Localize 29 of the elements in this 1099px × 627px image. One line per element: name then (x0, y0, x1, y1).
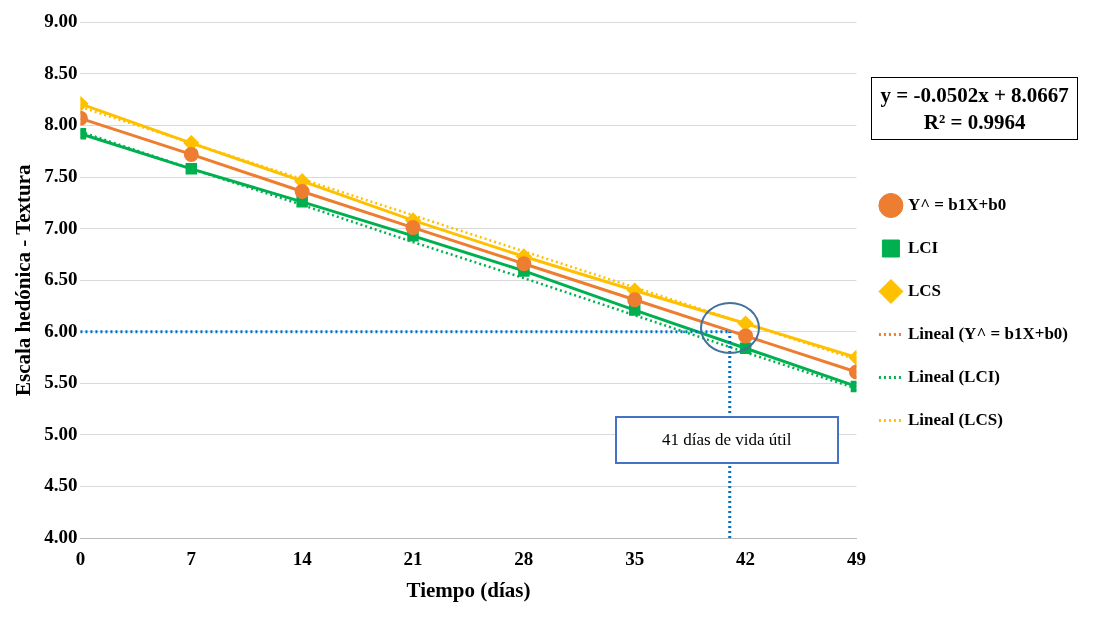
y-tick-label: 7.00 (44, 216, 78, 238)
x-tick-label: 42 (736, 548, 756, 570)
y-tick-label: 9.00 (44, 10, 78, 32)
x-tick-label: 35 (625, 548, 645, 570)
text: y = -0.0502x + 8.0667 R² = 0.9964 (871, 77, 1078, 140)
legend-label: Lineal (LCI) (907, 366, 1001, 386)
y-tick-label: 6.00 (44, 319, 78, 341)
legend-label: LCS (907, 280, 942, 300)
legend-label: Y^ = b1X+b0 (907, 194, 1007, 214)
y-axis-title: Escala hedónica - Textura (11, 163, 36, 396)
y-tick-label: 4.00 (44, 525, 78, 547)
x-tick-label: 7 (186, 548, 197, 570)
y-tick-label: 4.50 (44, 474, 78, 496)
y-tick-label: 5.00 (44, 422, 78, 444)
y-tick-label: 5.50 (44, 371, 78, 393)
x-tick-label: 21 (403, 548, 423, 570)
x-tick-label: 49 (846, 548, 866, 570)
x-tick-label: 0 (75, 548, 86, 570)
y-tick-label: 8.00 (44, 113, 78, 135)
legend-label: Lineal (LCS) (907, 409, 1003, 429)
x-tick-label: 14 (292, 548, 313, 570)
x-axis-title: Tiempo (días) (406, 577, 531, 602)
x-tick-label: 28 (514, 548, 534, 570)
legend-label: Lineal (Y^ = b1X+b0) (907, 323, 1069, 343)
y-tick-label: 8.50 (44, 61, 78, 83)
y-tick-label: 7.50 (44, 164, 78, 186)
callout-box: 41 días de vida útil (614, 416, 839, 464)
y-tick-label: 6.50 (44, 268, 78, 290)
legend-label: LCI (907, 237, 939, 257)
